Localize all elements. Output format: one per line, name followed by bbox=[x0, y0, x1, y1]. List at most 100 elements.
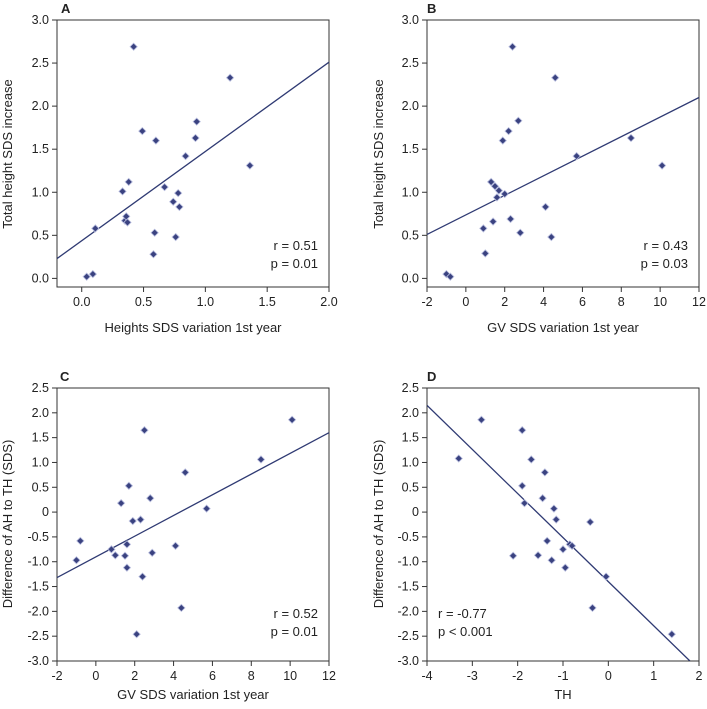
data-point bbox=[549, 504, 559, 513]
panel-c: C -2 0 2 4 6 8 10 12 -3.0 -2.5 -2.0 -1.5 -1.0 -0.5 0 0.… bbox=[0, 369, 336, 702]
data-point bbox=[477, 415, 486, 424]
data-point bbox=[132, 630, 141, 639]
y-tick-label: 0.5 bbox=[32, 228, 49, 242]
data-point bbox=[111, 551, 120, 560]
p-value-label: p = 0.03 bbox=[641, 256, 688, 271]
data-point bbox=[150, 228, 159, 237]
y-tick-label: 0.5 bbox=[402, 228, 419, 242]
data-point bbox=[107, 545, 116, 554]
data-point bbox=[488, 217, 498, 226]
r-value-label: r = 0.52 bbox=[274, 606, 318, 621]
x-tick-label: -2 bbox=[421, 295, 432, 309]
data-point bbox=[91, 224, 100, 233]
data-point bbox=[136, 515, 145, 524]
panel-letter-a: A bbox=[61, 1, 71, 16]
x-tick-label: -1 bbox=[557, 669, 568, 683]
x-tick-label: -2 bbox=[51, 669, 62, 683]
data-point bbox=[122, 540, 132, 549]
x-tick-label: 2.0 bbox=[320, 295, 337, 309]
y-tick-label: -2.0 bbox=[397, 604, 419, 618]
data-point bbox=[558, 545, 568, 554]
y-tick-label: 1.0 bbox=[402, 455, 419, 469]
data-point bbox=[498, 136, 507, 145]
x-axis-label: Heights SDS variation 1st year bbox=[104, 320, 282, 335]
data-point bbox=[171, 541, 180, 551]
plot-frame bbox=[56, 19, 330, 288]
data-point bbox=[551, 73, 560, 82]
y-tick-label: 0.5 bbox=[32, 480, 49, 494]
y-tick-label: 2.5 bbox=[402, 381, 419, 395]
x-tick-label: 8 bbox=[618, 295, 625, 309]
y-tick-label: -3.0 bbox=[397, 654, 419, 668]
y-tick-label: -0.5 bbox=[397, 530, 419, 544]
r-value-label: r = 0.51 bbox=[274, 238, 318, 253]
y-tick-label: 0.5 bbox=[402, 480, 419, 494]
x-tick-label: 0 bbox=[462, 295, 469, 309]
data-point bbox=[667, 630, 676, 639]
y-tick-label: 2.5 bbox=[402, 56, 419, 70]
regression-line bbox=[427, 96, 699, 236]
y-tick-label: -1.5 bbox=[27, 580, 49, 594]
data-point bbox=[561, 563, 570, 572]
data-point bbox=[533, 551, 543, 560]
y-tick-label: 1.5 bbox=[32, 431, 49, 445]
data-point bbox=[140, 426, 149, 435]
data-point bbox=[538, 494, 547, 503]
x-tick-label: 12 bbox=[322, 669, 336, 683]
data-point bbox=[160, 182, 169, 192]
data-point bbox=[88, 269, 98, 279]
y-tick-label: 0.0 bbox=[32, 271, 49, 285]
data-point bbox=[72, 556, 81, 565]
y-tick-label: -0.5 bbox=[27, 530, 49, 544]
data-point bbox=[116, 498, 126, 508]
x-tick-label: 1.0 bbox=[197, 295, 214, 309]
y-tick-label: -3.0 bbox=[27, 654, 49, 668]
x-tick-label: -2 bbox=[512, 669, 523, 683]
y-axis-label: Difference of AH to TH (SDS) bbox=[371, 440, 386, 609]
x-tick-label: 12 bbox=[692, 295, 706, 309]
y-tick-label: 1.0 bbox=[402, 185, 419, 199]
data-point bbox=[494, 186, 504, 195]
x-tick-label: 0.5 bbox=[135, 295, 152, 309]
p-value-label: p = 0.01 bbox=[271, 624, 318, 639]
data-point bbox=[518, 426, 527, 435]
data-point bbox=[151, 136, 161, 145]
x-tick-label: 2 bbox=[131, 669, 138, 683]
data-point bbox=[527, 455, 536, 464]
data-point bbox=[256, 455, 266, 464]
data-point bbox=[148, 548, 157, 557]
data-point bbox=[123, 218, 132, 227]
panel-d: D -4 -3 -2 -1 0 1 2 -3.0 -2.5 -2.0 -1.5 -1.0 -0.5 0 0.… bbox=[371, 369, 703, 702]
data-point bbox=[76, 536, 85, 546]
y-tick-label: 0.0 bbox=[402, 271, 419, 285]
data-point bbox=[540, 468, 550, 477]
y-tick-label: 2.0 bbox=[32, 99, 49, 113]
data-point bbox=[442, 269, 451, 279]
p-value-label: p < 0.001 bbox=[438, 624, 493, 639]
data-point bbox=[500, 189, 509, 199]
p-value-label: p = 0.01 bbox=[271, 256, 318, 271]
y-tick-label: 2.0 bbox=[402, 406, 419, 420]
regression-line bbox=[427, 404, 691, 661]
data-point bbox=[149, 250, 158, 259]
x-tick-label: 4 bbox=[540, 295, 547, 309]
data-point bbox=[202, 504, 211, 513]
data-point bbox=[287, 415, 297, 424]
data-point bbox=[192, 117, 201, 126]
data-point bbox=[520, 498, 529, 508]
data-point bbox=[124, 481, 134, 490]
data-point bbox=[122, 563, 132, 572]
x-tick-label: -3 bbox=[467, 669, 478, 683]
data-point bbox=[124, 177, 133, 187]
r-value-label: r = -0.77 bbox=[438, 606, 487, 621]
x-tick-label: 2 bbox=[501, 295, 508, 309]
plot-frame bbox=[426, 19, 700, 288]
data-point bbox=[552, 515, 561, 524]
data-point bbox=[481, 249, 490, 258]
data-point bbox=[586, 517, 595, 527]
data-point bbox=[175, 202, 184, 212]
regression-line bbox=[57, 61, 329, 260]
panel-b: B -2 0 2 4 6 8 10 12 0.0 0.5 1.0 1.5 2.0 2.5 3.0 GV SD… bbox=[371, 1, 706, 335]
data-point bbox=[171, 232, 180, 242]
y-tick-label: 1.5 bbox=[32, 142, 49, 156]
